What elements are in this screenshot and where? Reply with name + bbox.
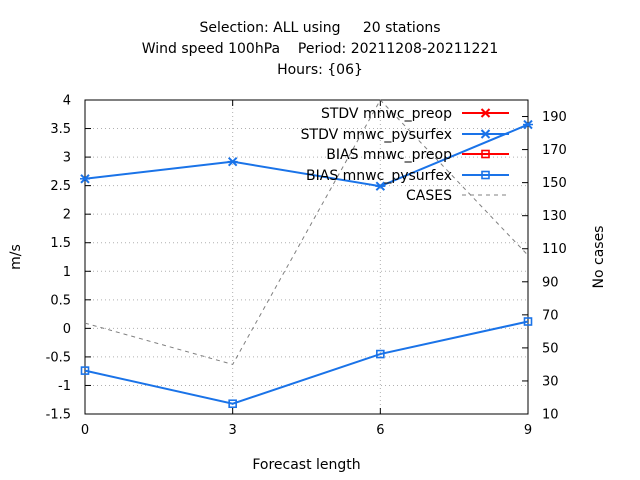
y-tick-label: 3.5 [50, 122, 71, 137]
y-axis-label: m/s [8, 244, 24, 270]
y2-tick-label: 170 [542, 143, 567, 158]
chart-title-line-3: Hours: {06} [277, 62, 363, 78]
y-tick-label: 3 [63, 151, 71, 166]
y2-tick-label: 190 [542, 110, 567, 125]
y-tick-label: 4 [63, 94, 71, 109]
y2-tick-label: 130 [542, 209, 567, 224]
y2-tick-label: 50 [542, 341, 559, 356]
y-tick-label: 2.5 [50, 179, 71, 194]
x-tick-label: 3 [229, 423, 237, 438]
legend-label-3: BIAS mnwc_pysurfex [306, 168, 452, 184]
y-tick-label: 1.5 [50, 236, 71, 251]
y2-tick-label: 90 [542, 275, 559, 290]
y-tick-label: 0.5 [50, 293, 71, 308]
series-line-1 [84, 123, 529, 188]
y-tick-label: -0.5 [46, 350, 71, 365]
chart-title-line-1: Selection: ALL using 20 stations [199, 20, 441, 36]
legend-label-4: CASES [406, 188, 452, 204]
legend-marker-3 [481, 170, 490, 180]
legend-marker-2 [481, 149, 490, 159]
series-3-point [80, 366, 90, 375]
x-tick-label: 6 [376, 423, 384, 438]
x-axis-label: Forecast length [252, 457, 360, 473]
legend-label-1: STDV mnwc_pysurfex [301, 127, 452, 143]
chart-title-line-2: Wind speed 100hPa Period: 20211208-20211… [141, 41, 499, 57]
series-3-point [523, 317, 533, 326]
y-tick-label: -1.5 [46, 408, 71, 423]
x-tick-label: 0 [81, 423, 89, 438]
y2-tick-label: 150 [542, 176, 567, 191]
y-tick-label: 2 [63, 208, 71, 223]
y-tick-label: -1 [58, 379, 71, 394]
y2-tick-label: 70 [542, 308, 559, 323]
y2-tick-label: 110 [542, 242, 567, 257]
y-tick-label: 0 [63, 322, 71, 337]
series-line-3 [84, 320, 529, 405]
series-3-point [228, 399, 237, 409]
y2-tick-label: 10 [542, 408, 559, 423]
x-tick-label: 9 [524, 423, 532, 438]
y-tick-label: 1 [63, 265, 71, 280]
y2-axis-label: No cases [591, 226, 607, 289]
legend-label-0: STDV mnwc_preop [321, 106, 452, 122]
series-line-4 [84, 99, 529, 366]
series-3-point [376, 349, 385, 359]
plot-border [84, 99, 529, 415]
legend-label-2: BIAS mnwc_preop [326, 147, 452, 163]
y2-tick-label: 30 [542, 374, 559, 389]
